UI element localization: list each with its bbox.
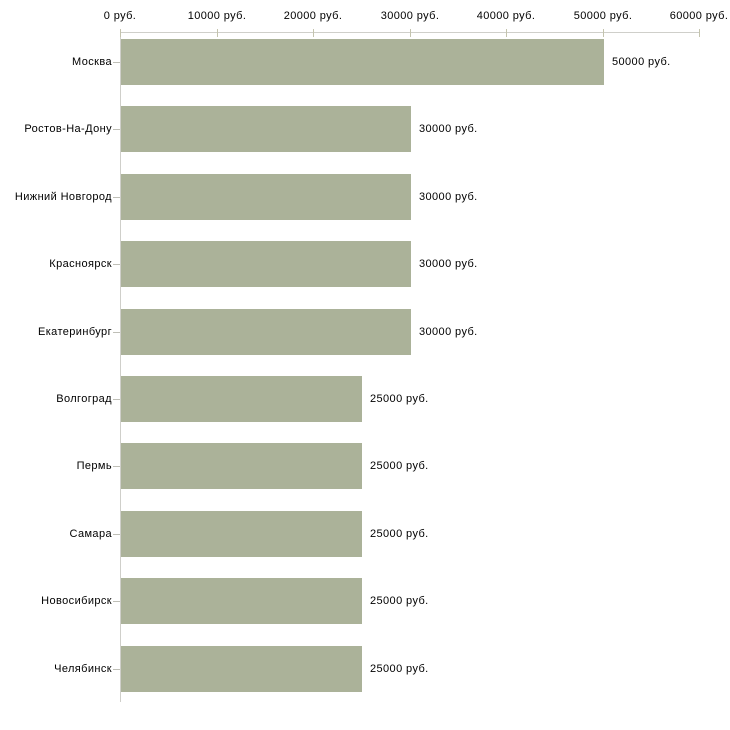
x-axis-tick xyxy=(217,29,218,37)
bar xyxy=(121,241,411,287)
category-label: Пермь xyxy=(76,460,112,472)
category-tick xyxy=(113,669,120,670)
category-tick xyxy=(113,399,120,400)
category-label: Москва xyxy=(72,56,112,68)
value-label: 30000 руб. xyxy=(419,191,478,203)
bar xyxy=(121,376,362,422)
x-axis-tick xyxy=(410,29,411,37)
x-axis-tick xyxy=(313,29,314,37)
value-label: 50000 руб. xyxy=(612,56,671,68)
category-label: Челябинск xyxy=(54,663,112,675)
x-axis-tick-label: 40000 руб. xyxy=(476,10,536,22)
value-label: 25000 руб. xyxy=(370,663,429,675)
bar xyxy=(121,39,604,85)
category-tick xyxy=(113,332,120,333)
category-tick xyxy=(113,129,120,130)
x-axis-tick-label: 60000 руб. xyxy=(669,10,729,22)
value-label: 25000 руб. xyxy=(370,528,429,540)
value-label: 30000 руб. xyxy=(419,326,478,338)
x-axis-tick xyxy=(699,29,700,37)
category-label: Красноярск xyxy=(49,258,112,270)
category-label: Самара xyxy=(69,528,112,540)
category-label: Новосибирск xyxy=(41,595,112,607)
x-axis-tick-label: 10000 руб. xyxy=(187,10,247,22)
x-axis-tick xyxy=(120,29,121,37)
category-label: Ростов-На-Дону xyxy=(24,123,112,135)
y-axis-line xyxy=(120,32,121,702)
value-label: 30000 руб. xyxy=(419,258,478,270)
category-label: Нижний Новгород xyxy=(14,191,112,203)
bar xyxy=(121,174,411,220)
x-axis-tick-label: 30000 руб. xyxy=(380,10,440,22)
category-tick xyxy=(113,601,120,602)
bar xyxy=(121,578,362,624)
x-axis-tick-label: 0 руб. xyxy=(103,10,137,22)
category-label: Волгоград xyxy=(56,393,112,405)
category-tick xyxy=(113,264,120,265)
x-axis-tick xyxy=(603,29,604,37)
value-label: 25000 руб. xyxy=(370,595,429,607)
x-axis-tick-label: 50000 руб. xyxy=(573,10,633,22)
category-tick xyxy=(113,197,120,198)
x-axis-tick xyxy=(506,29,507,37)
bar xyxy=(121,511,362,557)
category-tick xyxy=(113,466,120,467)
x-axis-tick-label: 20000 руб. xyxy=(283,10,343,22)
bar xyxy=(121,443,362,489)
value-label: 25000 руб. xyxy=(370,393,429,405)
bar xyxy=(121,646,362,692)
category-tick xyxy=(113,62,120,63)
bar xyxy=(121,309,411,355)
category-label: Екатеринбург xyxy=(37,326,112,338)
value-label: 30000 руб. xyxy=(419,123,478,135)
value-label: 25000 руб. xyxy=(370,460,429,472)
bar xyxy=(121,106,411,152)
category-tick xyxy=(113,534,120,535)
